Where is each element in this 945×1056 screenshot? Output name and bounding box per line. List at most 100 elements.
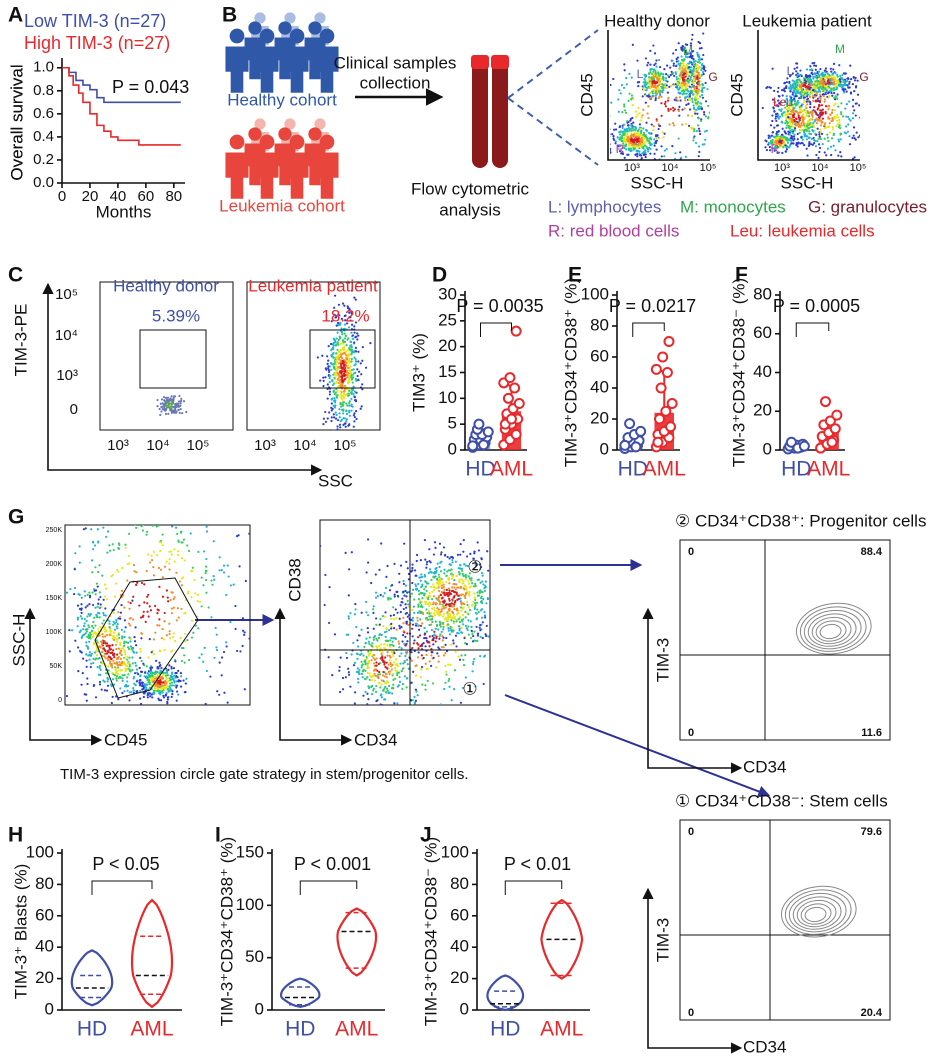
event-dot — [654, 72, 657, 76]
event-dot — [692, 104, 695, 107]
event-dot — [807, 136, 811, 140]
event-dot — [523, 615, 525, 617]
event-dot — [141, 684, 144, 687]
event-dot — [133, 525, 136, 526]
event-dot — [98, 564, 101, 567]
event-dot — [186, 544, 189, 547]
event-dot — [819, 131, 822, 134]
event-dot — [418, 576, 421, 579]
event-dot — [131, 656, 134, 659]
legend-entry: M: monocytes — [680, 197, 786, 216]
event-dot — [823, 87, 826, 90]
event-dot — [202, 496, 204, 498]
event-dot — [814, 80, 817, 83]
event-dot — [186, 638, 189, 642]
event-dot — [88, 640, 91, 643]
event-dot — [163, 399, 166, 402]
cohort-label: Leukemia cohort — [219, 196, 345, 215]
event-dot — [777, 86, 780, 90]
event-dot — [779, 139, 782, 143]
event-dot — [94, 593, 97, 596]
event-dot — [805, 106, 808, 110]
event-dot — [170, 607, 173, 610]
event-dot — [641, 95, 644, 98]
event-dot — [61, 579, 63, 581]
event-dot — [448, 685, 451, 688]
event-dot — [345, 412, 348, 416]
event-dot — [813, 106, 816, 109]
event-dot — [150, 673, 153, 676]
event-dot — [113, 652, 116, 655]
event-dot — [809, 65, 812, 68]
event-dot — [694, 68, 697, 71]
event-dot — [331, 407, 334, 410]
event-dot — [805, 91, 808, 94]
event-dot — [823, 123, 826, 127]
event-dot — [692, 136, 695, 140]
event-dot — [692, 139, 695, 142]
event-dot — [117, 666, 120, 669]
event-dot — [142, 662, 145, 665]
event-dot — [482, 682, 485, 686]
event-dot — [416, 712, 418, 714]
event-dot — [413, 598, 416, 601]
event-dot — [368, 636, 371, 639]
event-dot — [692, 78, 695, 81]
event-dot — [350, 397, 353, 400]
event-dot — [761, 106, 764, 110]
event-dot — [327, 656, 330, 659]
plot-title: Leukemia patient — [248, 276, 378, 295]
event-dot — [808, 141, 811, 144]
event-dot — [171, 692, 174, 696]
event-dot — [807, 120, 810, 123]
event-dot — [333, 366, 336, 369]
event-dot — [106, 489, 108, 491]
event-dot — [822, 95, 825, 98]
event-dot — [771, 140, 774, 144]
event-dot — [784, 100, 787, 103]
event-dot — [158, 661, 161, 664]
event-dot — [176, 532, 179, 536]
event-dot — [115, 618, 118, 622]
event-dot — [375, 623, 378, 626]
event-dot — [806, 110, 809, 113]
event-dot — [657, 72, 660, 75]
event-dot — [662, 73, 665, 76]
event-dot — [372, 608, 375, 611]
event-dot — [653, 152, 656, 155]
event-dot — [330, 402, 333, 405]
event-dot — [849, 92, 853, 95]
event-dot — [623, 144, 626, 147]
event-dot — [474, 561, 477, 564]
event-dot — [870, 131, 872, 133]
event-dot — [821, 111, 824, 115]
event-dot — [787, 126, 790, 129]
event-dot — [809, 143, 813, 146]
event-dot — [812, 138, 816, 142]
event-dot — [800, 136, 803, 139]
event-dot — [773, 89, 776, 92]
event-dot — [659, 72, 662, 75]
event-dot — [374, 596, 378, 599]
event-dot — [838, 64, 841, 67]
event-dot — [129, 705, 131, 707]
event-dot — [190, 596, 193, 599]
event-dot — [818, 150, 821, 154]
event-dot — [333, 306, 336, 309]
event-dot — [43, 714, 45, 716]
event-dot — [773, 126, 776, 129]
event-dot — [355, 417, 358, 421]
gate-label: M — [683, 44, 693, 58]
event-dot — [340, 367, 344, 370]
event-dot — [702, 53, 705, 57]
event-dot — [813, 83, 816, 86]
event-dot — [644, 101, 647, 104]
event-dot — [348, 404, 351, 407]
event-dot — [811, 123, 814, 126]
event-dot — [96, 665, 99, 669]
event-dot — [654, 141, 658, 145]
event-dot — [348, 389, 351, 392]
event-dot — [172, 667, 176, 670]
event-dot — [804, 105, 807, 108]
event-dot — [814, 145, 818, 148]
